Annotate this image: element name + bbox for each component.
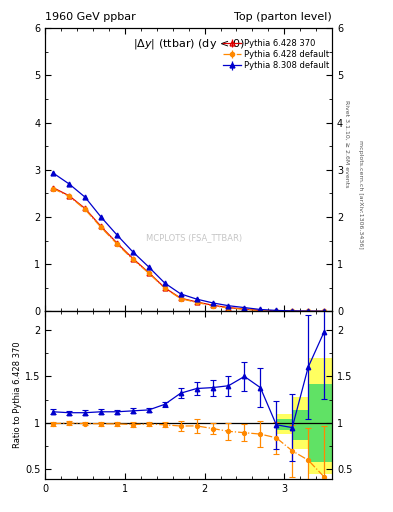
Text: Rivet 3.1.10, ≥ 2.6M events: Rivet 3.1.10, ≥ 2.6M events [344,100,349,187]
Text: 1960 GeV ppbar: 1960 GeV ppbar [45,11,136,22]
Legend: Pythia 6.428 370, Pythia 6.428 default, Pythia 8.308 default: Pythia 6.428 370, Pythia 6.428 default, … [220,37,332,73]
Text: MCPLOTS (FSA_TTBAR): MCPLOTS (FSA_TTBAR) [146,233,242,242]
Text: mcplots.cern.ch [arXiv:1306.3436]: mcplots.cern.ch [arXiv:1306.3436] [358,140,363,249]
Y-axis label: Ratio to Pythia 6.428 370: Ratio to Pythia 6.428 370 [13,342,22,449]
Text: Top (parton level): Top (parton level) [234,11,332,22]
Text: $|\Delta y|$ (ttbar) (dy < 0): $|\Delta y|$ (ttbar) (dy < 0) [133,37,244,51]
